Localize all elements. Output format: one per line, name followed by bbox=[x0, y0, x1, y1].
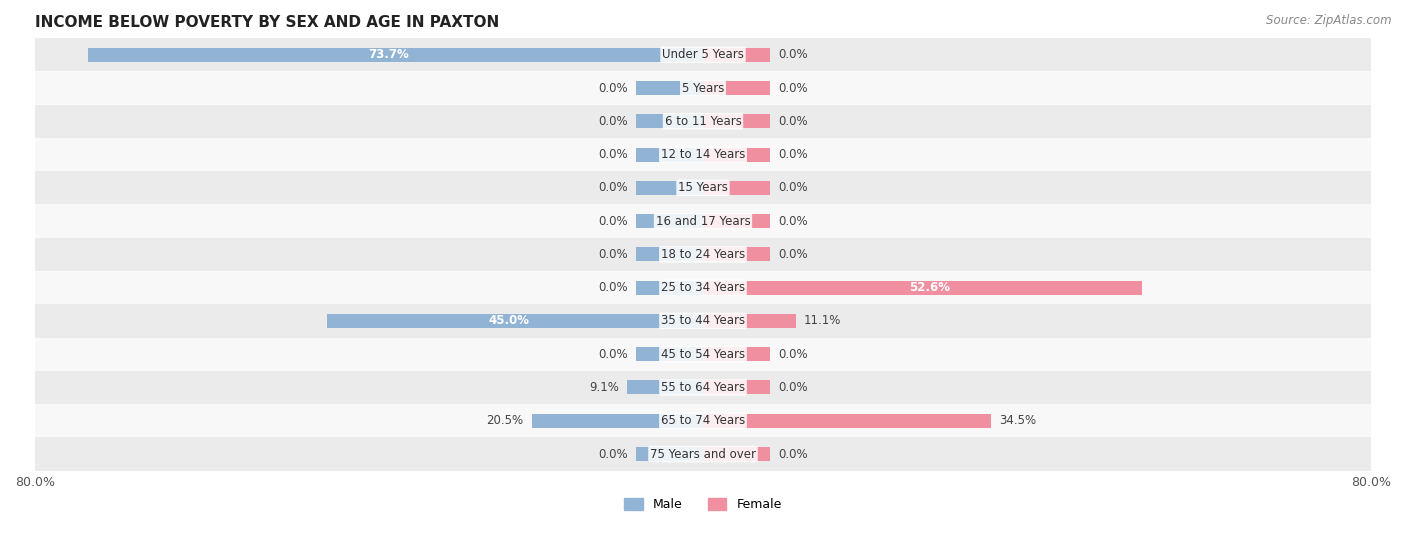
Bar bbox=[703, 381, 770, 395]
Bar bbox=[35, 105, 1371, 138]
Bar bbox=[703, 314, 796, 328]
Text: INCOME BELOW POVERTY BY SEX AND AGE IN PAXTON: INCOME BELOW POVERTY BY SEX AND AGE IN P… bbox=[35, 15, 499, 30]
Bar bbox=[35, 38, 1371, 72]
Text: 0.0%: 0.0% bbox=[778, 82, 808, 94]
Text: 16 and 17 Years: 16 and 17 Years bbox=[655, 215, 751, 228]
Bar bbox=[703, 148, 770, 162]
Text: 0.0%: 0.0% bbox=[778, 181, 808, 195]
Text: 0.0%: 0.0% bbox=[598, 148, 628, 161]
Text: 0.0%: 0.0% bbox=[598, 181, 628, 195]
Bar bbox=[35, 338, 1371, 371]
Bar bbox=[35, 138, 1371, 171]
Text: 0.0%: 0.0% bbox=[598, 348, 628, 361]
Text: 0.0%: 0.0% bbox=[778, 148, 808, 161]
Bar bbox=[87, 48, 703, 61]
Text: 65 to 74 Years: 65 to 74 Years bbox=[661, 414, 745, 427]
Text: 0.0%: 0.0% bbox=[778, 448, 808, 461]
Legend: Male, Female: Male, Female bbox=[619, 493, 787, 517]
Bar bbox=[636, 447, 703, 461]
Bar bbox=[35, 271, 1371, 304]
Text: 18 to 24 Years: 18 to 24 Years bbox=[661, 248, 745, 261]
Text: 12 to 14 Years: 12 to 14 Years bbox=[661, 148, 745, 161]
Text: 0.0%: 0.0% bbox=[598, 281, 628, 294]
Text: 35 to 44 Years: 35 to 44 Years bbox=[661, 314, 745, 328]
Text: 0.0%: 0.0% bbox=[598, 115, 628, 128]
Bar bbox=[636, 214, 703, 228]
Bar bbox=[703, 114, 770, 128]
Text: 55 to 64 Years: 55 to 64 Years bbox=[661, 381, 745, 394]
Bar bbox=[35, 72, 1371, 105]
Bar bbox=[703, 214, 770, 228]
Text: 6 to 11 Years: 6 to 11 Years bbox=[665, 115, 741, 128]
Text: 0.0%: 0.0% bbox=[778, 348, 808, 361]
Text: 45 to 54 Years: 45 to 54 Years bbox=[661, 348, 745, 361]
Text: 25 to 34 Years: 25 to 34 Years bbox=[661, 281, 745, 294]
Text: 0.0%: 0.0% bbox=[598, 448, 628, 461]
Bar bbox=[636, 248, 703, 262]
Bar bbox=[703, 48, 770, 61]
Text: 0.0%: 0.0% bbox=[598, 215, 628, 228]
Text: 9.1%: 9.1% bbox=[589, 381, 619, 394]
Text: Under 5 Years: Under 5 Years bbox=[662, 48, 744, 61]
Text: 75 Years and over: 75 Years and over bbox=[650, 448, 756, 461]
Bar bbox=[636, 347, 703, 361]
Bar bbox=[531, 414, 703, 428]
Bar bbox=[35, 205, 1371, 238]
Bar bbox=[703, 281, 1142, 295]
Text: 5 Years: 5 Years bbox=[682, 82, 724, 94]
Bar bbox=[35, 304, 1371, 338]
Text: 34.5%: 34.5% bbox=[1000, 414, 1036, 427]
Text: 0.0%: 0.0% bbox=[778, 215, 808, 228]
Bar bbox=[636, 281, 703, 295]
Text: 52.6%: 52.6% bbox=[908, 281, 950, 294]
Text: 0.0%: 0.0% bbox=[598, 82, 628, 94]
Bar bbox=[636, 114, 703, 128]
Text: 15 Years: 15 Years bbox=[678, 181, 728, 195]
Bar bbox=[636, 148, 703, 162]
Bar bbox=[703, 81, 770, 95]
Bar bbox=[636, 181, 703, 195]
Text: 11.1%: 11.1% bbox=[804, 314, 841, 328]
Bar bbox=[35, 171, 1371, 205]
Text: 0.0%: 0.0% bbox=[598, 248, 628, 261]
Bar bbox=[328, 314, 703, 328]
Bar bbox=[703, 447, 770, 461]
Bar bbox=[703, 347, 770, 361]
Text: 0.0%: 0.0% bbox=[778, 48, 808, 61]
Text: 0.0%: 0.0% bbox=[778, 381, 808, 394]
Bar bbox=[703, 181, 770, 195]
Bar bbox=[35, 238, 1371, 271]
Text: 20.5%: 20.5% bbox=[486, 414, 523, 427]
Bar bbox=[703, 414, 991, 428]
Text: 0.0%: 0.0% bbox=[778, 248, 808, 261]
Bar bbox=[627, 381, 703, 395]
Bar bbox=[35, 371, 1371, 404]
Bar bbox=[35, 437, 1371, 471]
Text: 73.7%: 73.7% bbox=[368, 48, 409, 61]
Bar bbox=[703, 248, 770, 262]
Text: 45.0%: 45.0% bbox=[488, 314, 529, 328]
Text: 0.0%: 0.0% bbox=[778, 115, 808, 128]
Bar bbox=[35, 404, 1371, 437]
Bar bbox=[636, 81, 703, 95]
Text: Source: ZipAtlas.com: Source: ZipAtlas.com bbox=[1267, 14, 1392, 27]
